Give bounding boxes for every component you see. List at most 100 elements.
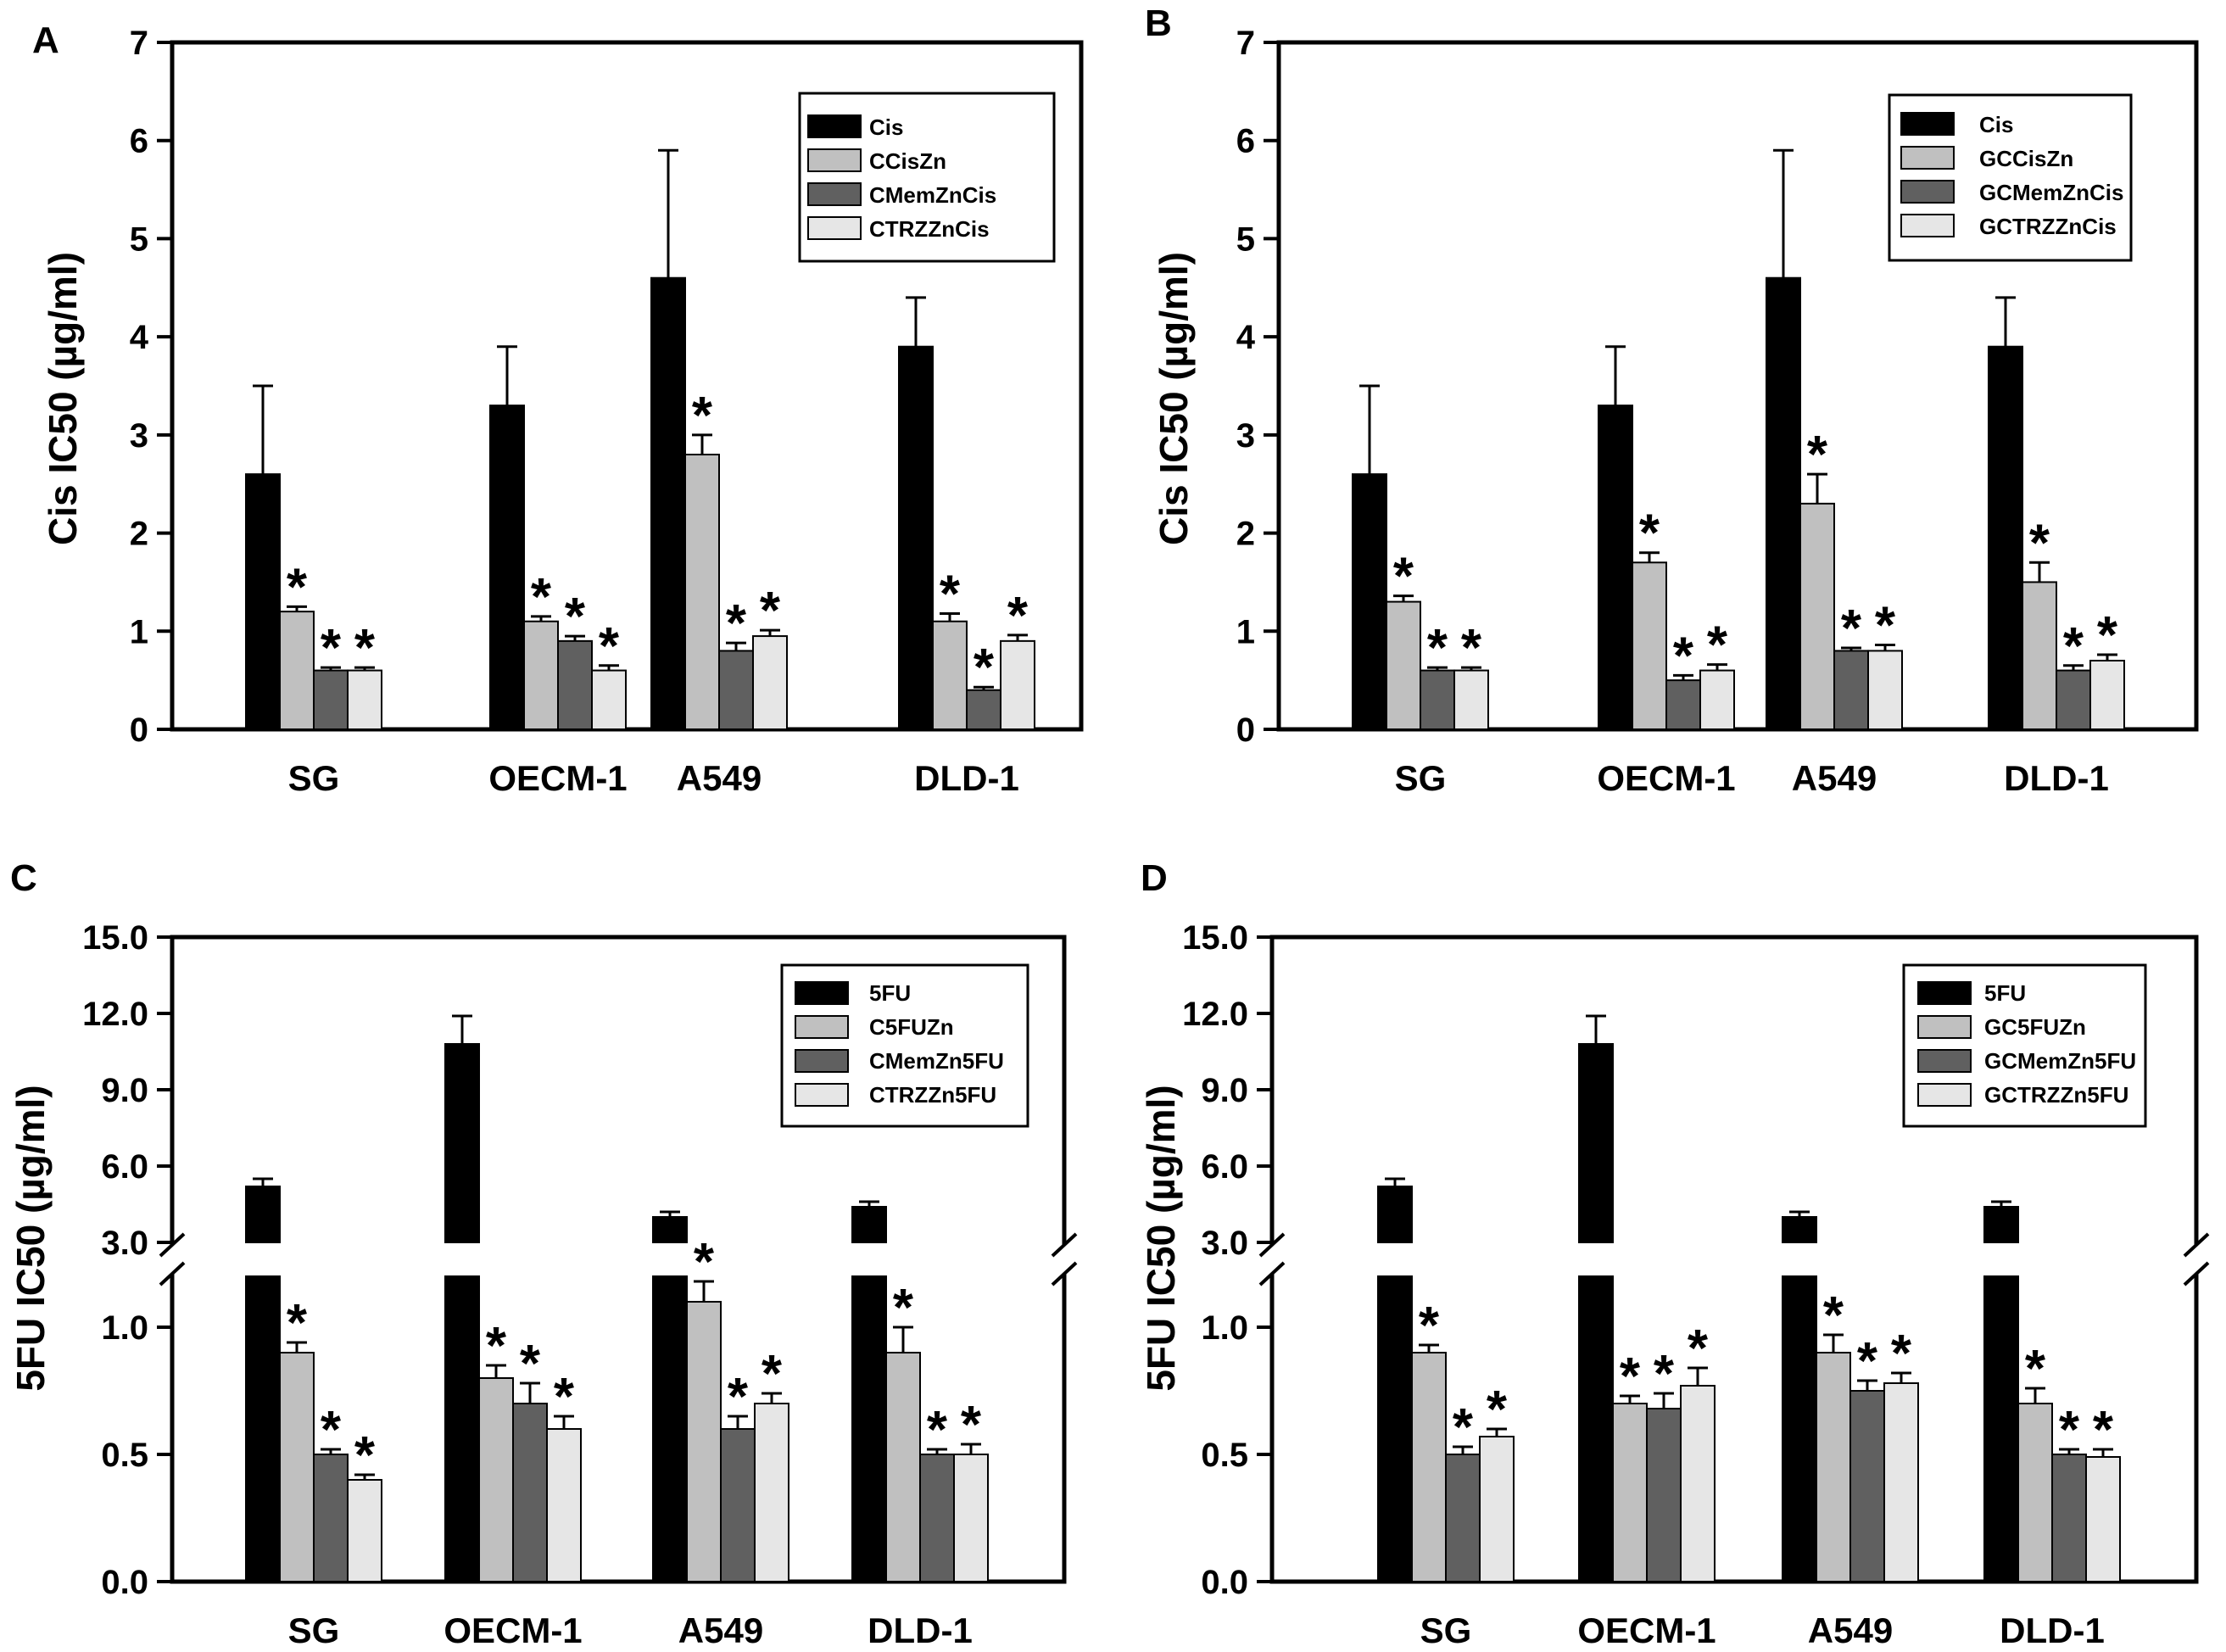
bar [245, 1275, 281, 1582]
y-tick-label: 15.0 [1182, 919, 1248, 957]
bar [1000, 639, 1035, 730]
legend-swatch [807, 114, 862, 138]
bar [523, 620, 559, 731]
legend-swatch [1900, 214, 1955, 237]
y-tick-label: 2 [1236, 516, 1255, 553]
significance-star: * [287, 1294, 308, 1353]
panel-label-c: C [10, 857, 37, 899]
significance-star: * [760, 582, 781, 640]
bar [1699, 669, 1735, 730]
significance-star: * [565, 588, 586, 646]
legend-swatch [1917, 1083, 1972, 1107]
significance-star: * [1453, 1398, 1474, 1457]
legend-label: CTRZZnCis [869, 216, 990, 242]
significance-star: * [2029, 514, 2050, 572]
y-tick-label: 7 [130, 25, 148, 62]
y-tick-label: 3 [1236, 417, 1255, 455]
significance-star: * [1461, 619, 1482, 678]
significance-star: * [940, 565, 961, 623]
significance-star: * [927, 1401, 948, 1459]
bar [313, 669, 349, 730]
legend-swatch [795, 1015, 849, 1039]
significance-star: * [520, 1335, 541, 1393]
bar [1420, 669, 1455, 730]
significance-star: * [1857, 1332, 1878, 1391]
bar [720, 1428, 756, 1582]
bar [885, 1352, 921, 1582]
bar [2017, 1403, 2053, 1582]
y-tick-label: 1 [1236, 613, 1255, 650]
y-tick-label: 3.0 [1201, 1225, 1248, 1262]
bar [2056, 669, 2091, 730]
bar [1665, 679, 1701, 731]
significance-star: * [694, 1233, 715, 1292]
panel-d: D 5FU IC50 (µg/ml) 3.0 6.0 9.0 12.0 15.0 0.0 0… [1139, 857, 2210, 1650]
significance-star: * [1673, 627, 1694, 685]
bar [966, 689, 1001, 731]
y-tick-label: 0.5 [101, 1437, 148, 1474]
bar [1782, 1216, 1817, 1243]
bar [1632, 561, 1667, 730]
x-category-label: OECM-1 [1597, 758, 1735, 798]
bar [245, 473, 281, 731]
y-tick-label: 2 [130, 516, 148, 553]
y-tick-label: 3 [130, 417, 148, 455]
x-category-label: A549 [677, 758, 762, 798]
axis-break-gap [1267, 1245, 2201, 1274]
legend-swatch [1900, 180, 1955, 204]
legend-label: CMemZnCis [869, 182, 996, 208]
y-tick-label: 0.0 [101, 1564, 148, 1601]
legend-swatch [1917, 981, 1972, 1005]
axis-break-mark [2183, 1261, 2210, 1286]
y-tick-label: 0 [1236, 712, 1255, 749]
y-axis-title-a: Cis IC50 (µg/ml) [41, 252, 85, 545]
panel-label-d: D [1141, 857, 1168, 899]
bar [1883, 1382, 1919, 1582]
y-tick-label: 5 [1236, 220, 1255, 258]
significance-star: * [2063, 617, 2084, 676]
bar [1782, 1275, 1817, 1582]
bar [1988, 345, 2023, 730]
legend-swatch [1917, 1049, 1972, 1073]
significance-star: * [1875, 596, 1896, 655]
bar [919, 1454, 955, 1582]
bar [2022, 581, 2057, 731]
axis-break-mark [2183, 1232, 2210, 1258]
bar [1816, 1352, 1851, 1582]
significance-star: * [1688, 1320, 1709, 1378]
bar [1377, 1186, 1413, 1243]
legend-label: CMemZn5FU [869, 1048, 1004, 1074]
significance-star: * [531, 568, 552, 627]
bar [1377, 1275, 1413, 1582]
significance-star: * [1427, 619, 1448, 678]
panel-label-b: B [1145, 3, 1172, 44]
axis-break-mark [159, 1232, 186, 1258]
y-tick-label: 7 [1236, 25, 1255, 62]
legend-swatch [795, 981, 849, 1005]
significance-star: * [728, 1368, 749, 1426]
x-category-label: DLD-1 [2000, 1610, 2105, 1650]
bar [1849, 1390, 1885, 1582]
bar [1578, 1043, 1614, 1243]
bar [953, 1454, 989, 1582]
legend-label: Cis [1979, 112, 2013, 137]
axis-break-mark [1051, 1232, 1078, 1258]
bar [686, 1301, 722, 1582]
y-tick-label: 12.0 [1182, 996, 1248, 1033]
y-tick-label: 6 [130, 123, 148, 160]
bar [898, 345, 934, 730]
significance-star: * [1639, 505, 1660, 563]
legend-label: GC5FUZn [1984, 1014, 2086, 1040]
bar [1479, 1436, 1515, 1582]
significance-star: * [486, 1317, 507, 1376]
significance-star: * [1419, 1297, 1440, 1355]
bar [1680, 1385, 1716, 1582]
bar [279, 611, 315, 731]
y-tick-label: 9.0 [1201, 1072, 1248, 1109]
legend-d: 5FU GC5FUZn GCMemZn5FU GCTRZZn5FU [1902, 963, 2147, 1128]
significance-star: * [321, 1401, 342, 1459]
legend-c: 5FU C5FUZn CMemZn5FU CTRZZn5FU [780, 963, 1029, 1128]
